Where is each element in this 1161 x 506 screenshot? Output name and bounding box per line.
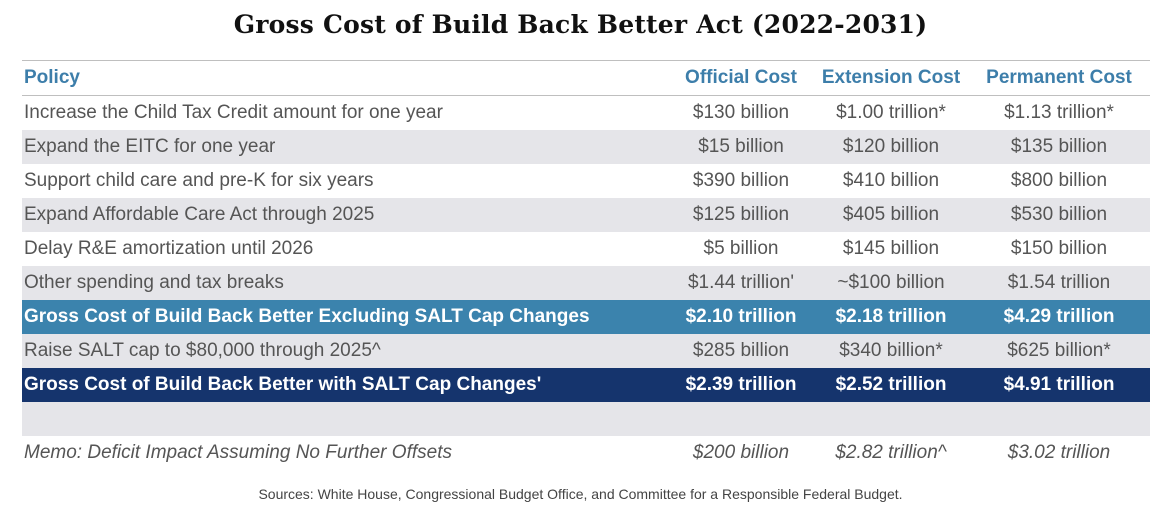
extension-cost-cell: ~$100 billion: [837, 272, 945, 293]
page-title: Gross Cost of Build Back Better Act (202…: [233, 10, 928, 39]
permanent-cost-cell: $800 billion: [1010, 170, 1108, 191]
memo-row: Memo: Deficit Impact Assuming No Further…: [22, 436, 1150, 470]
policy-cell: Expand the EITC for one year: [24, 136, 276, 157]
cost-table: Policy Official Cost Extension Cost Perm…: [22, 60, 1150, 470]
policy-cell: Expand Affordable Care Act through 2025: [24, 204, 375, 225]
official-cost-cell: $390 billion: [692, 170, 790, 191]
permanent-cost-cell: $530 billion: [1010, 204, 1108, 225]
official-cost-cell: $200 billion: [692, 442, 790, 463]
source-note: Sources: White House, Congressional Budg…: [258, 486, 903, 502]
table-row: Increase the Child Tax Credit amount for…: [22, 96, 1150, 130]
extension-cost-cell: $120 billion: [842, 136, 940, 157]
table-row: Other spending and tax breaks $1.44 tril…: [22, 266, 1150, 300]
policy-cell: Other spending and tax breaks: [24, 272, 284, 293]
header-policy: Policy: [24, 67, 80, 88]
permanent-cost-cell: $625 billion*: [1007, 340, 1111, 361]
extension-cost-cell: $1.00 trillion*: [836, 102, 946, 123]
extension-cost-cell: $340 billion*: [839, 340, 943, 361]
table-row: Support child care and pre-K for six yea…: [22, 164, 1150, 198]
extension-cost-cell: $405 billion: [842, 204, 940, 225]
policy-cell: Support child care and pre-K for six yea…: [24, 170, 374, 191]
extension-cost-cell: $2.18 trillion: [835, 306, 947, 327]
header-official-cost: Official Cost: [685, 67, 797, 88]
header-extension-cost: Extension Cost: [821, 67, 961, 88]
official-cost-cell: $15 billion: [698, 136, 784, 157]
subtotal-row-excluding-salt: Gross Cost of Build Back Better Excludin…: [22, 300, 1150, 334]
official-cost-cell: $130 billion: [692, 102, 790, 123]
official-cost-cell: $2.10 trillion: [685, 306, 797, 327]
official-cost-cell: $285 billion: [692, 340, 790, 361]
official-cost-cell: $125 billion: [692, 204, 790, 225]
extension-cost-cell: $145 billion: [842, 238, 940, 259]
policy-cell: Increase the Child Tax Credit amount for…: [24, 102, 443, 123]
official-cost-cell: $5 billion: [703, 238, 779, 259]
table-row: Expand the EITC for one year $15 billion…: [22, 130, 1150, 164]
permanent-cost-cell: $4.29 trillion: [1003, 306, 1115, 327]
permanent-cost-cell: $1.54 trillion: [1007, 272, 1111, 293]
total-row-with-salt: Gross Cost of Build Back Better with SAL…: [22, 368, 1150, 402]
permanent-cost-cell: $3.02 trillion: [1007, 442, 1111, 463]
header-permanent-cost: Permanent Cost: [986, 67, 1132, 88]
permanent-cost-cell: $150 billion: [1010, 238, 1108, 259]
table-row: Raise SALT cap to $80,000 through 2025^ …: [22, 334, 1150, 368]
policy-cell: Gross Cost of Build Back Better Excludin…: [24, 306, 590, 327]
extension-cost-cell: $410 billion: [842, 170, 940, 191]
official-cost-cell: $1.44 trillion': [687, 272, 795, 293]
table-header-row: Policy Official Cost Extension Cost Perm…: [22, 61, 1150, 96]
policy-cell: Memo: Deficit Impact Assuming No Further…: [24, 442, 452, 463]
table-row: Expand Affordable Care Act through 2025 …: [22, 198, 1150, 232]
policy-cell: Raise SALT cap to $80,000 through 2025^: [24, 340, 381, 361]
official-cost-cell: $2.39 trillion: [685, 374, 797, 395]
policy-cell: Delay R&E amortization until 2026: [24, 238, 314, 259]
table-row: Delay R&E amortization until 2026 $5 bil…: [22, 232, 1150, 266]
permanent-cost-cell: $135 billion: [1010, 136, 1108, 157]
extension-cost-cell: $2.82 trillion^: [835, 442, 947, 463]
spacer-row: [22, 402, 1150, 436]
extension-cost-cell: $2.52 trillion: [835, 374, 947, 395]
permanent-cost-cell: $1.13 trillion*: [1004, 102, 1114, 123]
permanent-cost-cell: $4.91 trillion: [1003, 374, 1115, 395]
policy-cell: Gross Cost of Build Back Better with SAL…: [24, 374, 542, 395]
